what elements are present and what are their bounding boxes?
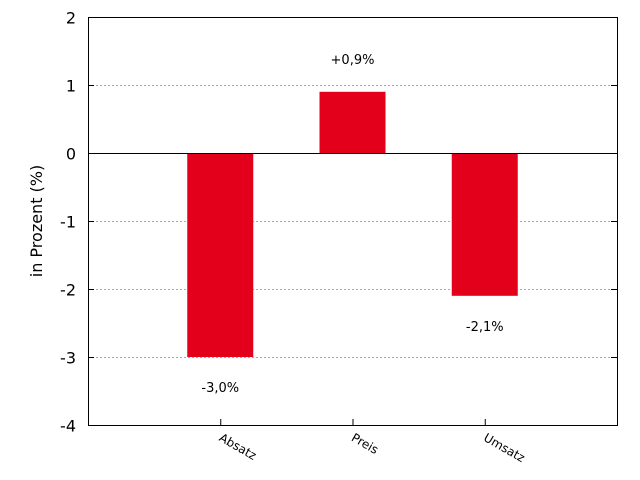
data-label-absatz: -3,0% (201, 381, 239, 396)
y-tick-label: -1 (60, 213, 76, 232)
data-label-umsatz: -2,1% (466, 320, 504, 335)
data-label-preis: +0,9% (331, 53, 375, 68)
bars (187, 91, 518, 357)
y-tick-label: 1 (66, 77, 76, 96)
y-tick-label: -4 (60, 417, 76, 436)
y-tick-label: 2 (66, 9, 76, 28)
y-tick-label: 0 (66, 145, 76, 164)
y-axis-title: in Prozent (%) (27, 165, 46, 277)
bar-umsatz (451, 153, 518, 296)
bar-absatz (187, 153, 254, 357)
y-tick-label: -3 (60, 349, 76, 368)
bar-preis (319, 91, 386, 153)
category-label-umsatz: Umsatz (481, 430, 527, 465)
y-tick-label: -2 (60, 281, 76, 300)
y-axis-ticks: 2 1 0 -1 -2 -3 -4 (60, 9, 617, 436)
gridlines (88, 85, 617, 358)
data-labels: -3,0% +0,9% -2,1% (201, 53, 503, 396)
category-label-preis: Preis (349, 430, 381, 456)
category-label-absatz: Absatz (217, 430, 259, 462)
